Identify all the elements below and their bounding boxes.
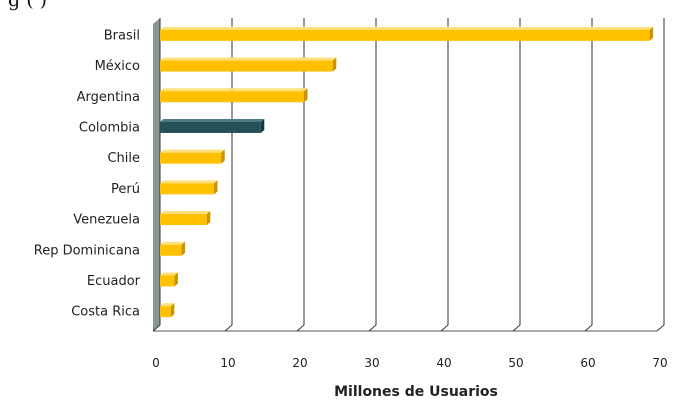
bar-side: [214, 180, 218, 195]
bar-side: [174, 272, 178, 287]
gridline-floor: [440, 324, 449, 332]
gridline-floor: [512, 324, 521, 332]
bar-side: [260, 118, 265, 133]
bar-side: [170, 303, 175, 318]
bar-front: [160, 29, 650, 41]
x-tick-label: 60: [580, 356, 595, 370]
bar: [160, 211, 211, 226]
x-tick-label: 70: [652, 356, 667, 370]
bar-top: [160, 272, 178, 276]
category-label: México: [95, 59, 140, 74]
bar-side: [181, 241, 186, 256]
gridline-floor: [152, 324, 161, 332]
bar-side: [649, 26, 654, 41]
x-tick-labels: 0 10 20 30 40 50 60 70: [152, 356, 667, 370]
bar: [160, 241, 186, 256]
bar-side: [304, 88, 308, 103]
bar-top: [160, 211, 211, 215]
bar-top: [160, 118, 265, 122]
bar-top: [160, 303, 175, 307]
category-label: Perú: [111, 182, 140, 197]
bar-front: [160, 275, 175, 287]
gridline-floor: [584, 324, 593, 332]
gridline-floor: [296, 324, 305, 332]
bar: [160, 26, 654, 41]
category-label: Rep Dominicana: [34, 243, 140, 258]
bar-front: [160, 152, 222, 164]
bar: [160, 303, 175, 318]
x-tick-label: 40: [436, 356, 451, 370]
bar-front: [160, 121, 261, 133]
bar-front: [160, 244, 182, 256]
x-tick-label: 50: [508, 356, 523, 370]
gridlines: [152, 18, 665, 332]
bar: [160, 180, 218, 195]
bar-front: [160, 306, 171, 318]
bar-front: [160, 91, 304, 103]
chart-title-partial: g ( ): [8, 0, 47, 11]
category-labels: Brasil México Argentina Colombia Chile Perú Ve…: [34, 28, 141, 319]
bar-top: [160, 180, 218, 184]
bar-front: [160, 60, 333, 72]
bar-top: [160, 88, 308, 92]
category-label: Chile: [107, 151, 140, 166]
bar-top: [160, 57, 337, 61]
gridline-floor: [224, 324, 233, 332]
bar: [160, 57, 337, 72]
x-tick-label: 20: [292, 356, 307, 370]
category-label: Ecuador: [87, 274, 141, 289]
x-tick-label: 0: [152, 356, 160, 370]
bar-front: [160, 214, 207, 226]
bar-front: [160, 183, 214, 195]
bar: [160, 88, 308, 103]
plot-wall: [153, 18, 657, 332]
bar-top: [160, 149, 225, 153]
category-label: Venezuela: [73, 213, 140, 228]
bars: [160, 26, 654, 318]
bar-side: [206, 211, 211, 226]
bar-top: [160, 241, 186, 245]
bar-side: [221, 149, 225, 164]
bar-side: [332, 57, 337, 72]
x-tick-label: 30: [364, 356, 379, 370]
x-tick-label: 10: [220, 356, 235, 370]
gridline-floor: [368, 324, 377, 332]
left-wall: [153, 18, 160, 331]
bar: [160, 118, 265, 133]
bar-top: [160, 26, 654, 30]
gridline-floor: [656, 324, 665, 332]
x-axis-title: Millones de Usuarios: [334, 384, 498, 400]
category-label: Costa Rica: [71, 305, 140, 320]
category-label: Colombia: [79, 120, 140, 135]
bar: [160, 149, 225, 164]
category-label: Brasil: [104, 28, 140, 43]
category-label: Argentina: [77, 90, 140, 105]
bar: [160, 272, 178, 287]
